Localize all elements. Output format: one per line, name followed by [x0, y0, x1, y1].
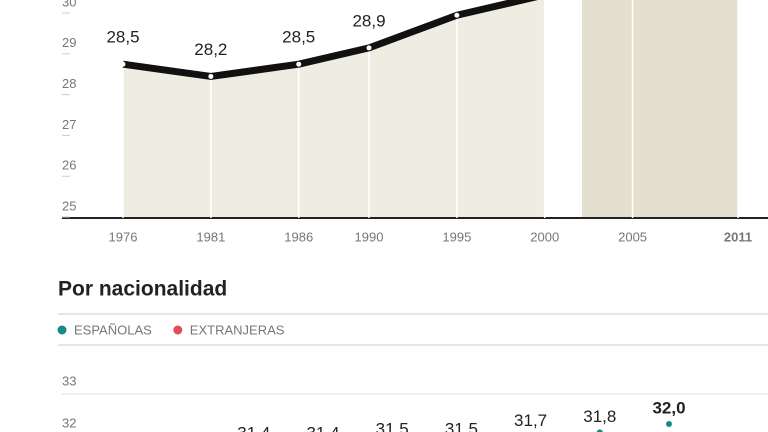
x-tick-label: 1986 [284, 229, 313, 244]
value-label: 31,5 [376, 419, 409, 432]
y-tick-label: 27 [62, 117, 76, 132]
x-tick-label: 2000 [530, 229, 559, 244]
line [122, 0, 538, 80]
x-tick-label: 2011 [724, 229, 752, 244]
area [123, 0, 545, 218]
x-tick-label: 1976 [109, 229, 138, 244]
y-tick-label: 30 [62, 0, 76, 9]
point [120, 61, 126, 67]
value-label: 28,5 [282, 28, 315, 47]
point [596, 429, 603, 432]
y-tick-label: 29 [62, 35, 76, 50]
x-tick-label: 2005 [618, 229, 647, 244]
y-tick-label: 33 [62, 373, 76, 388]
value-label: 31,4 [306, 424, 339, 432]
legend-label: ESPAÑOLAS [74, 322, 152, 337]
y-tick-label: 26 [62, 158, 76, 173]
value-label: 31,5 [445, 419, 478, 432]
section-title: Por nacionalidad [58, 278, 227, 301]
value-label: 32,0 [652, 398, 685, 417]
value-label: 31,4 [237, 424, 270, 432]
value-label: 28,2 [194, 40, 227, 59]
highlight-band [582, 0, 738, 218]
point [208, 73, 214, 79]
value-label: 31,7 [514, 411, 547, 430]
y-tick-label: 28 [62, 76, 76, 91]
x-tick-label: 1995 [442, 229, 471, 244]
legend-dot [57, 325, 67, 335]
value-label: 31,8 [583, 407, 616, 426]
y-tick-label: 32 [62, 415, 76, 430]
legend-label: EXTRANJERAS [190, 322, 285, 337]
value-label: 28,5 [106, 28, 139, 47]
point [454, 12, 460, 18]
point [296, 61, 302, 67]
point [666, 421, 672, 427]
value-label: 28,9 [352, 11, 385, 30]
legend-dot [173, 325, 183, 335]
x-tick-label: 1981 [196, 229, 225, 244]
y-tick-label: 25 [62, 198, 76, 213]
x-tick-label: 1990 [355, 229, 384, 244]
point [366, 45, 372, 51]
